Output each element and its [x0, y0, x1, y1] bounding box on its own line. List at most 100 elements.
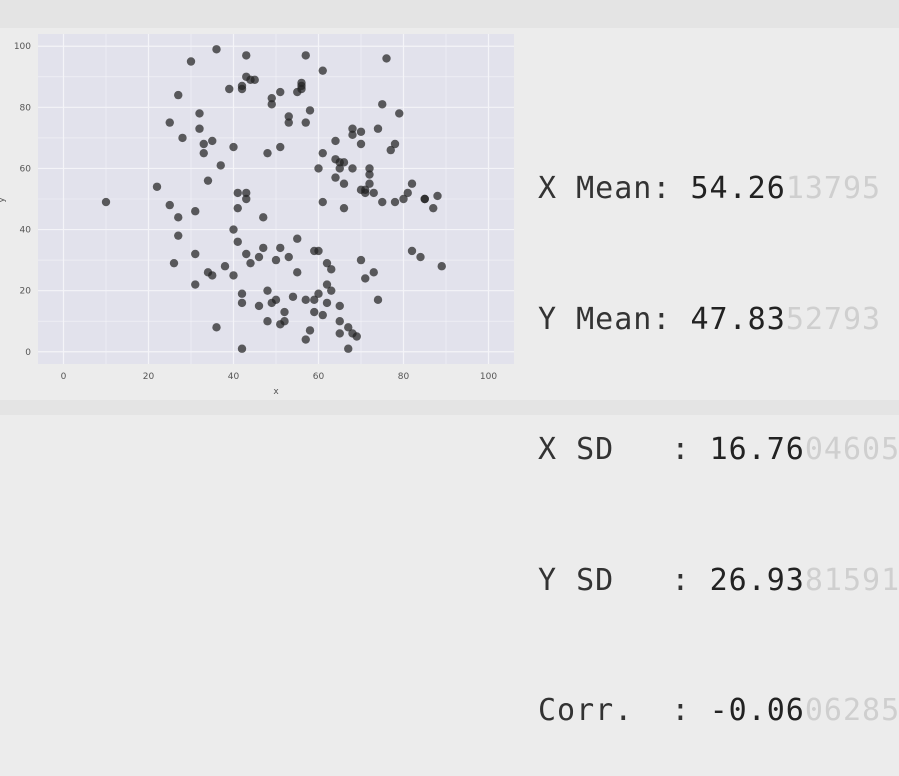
data-points: [101, 45, 446, 353]
scatter-point: [178, 133, 187, 143]
scatter-point: [361, 188, 370, 198]
scatter-point: [382, 54, 391, 63]
scatter-point: [267, 100, 276, 109]
scatter-point: [284, 112, 293, 121]
scatter-point: [420, 194, 429, 204]
x-tick-label: 100: [480, 372, 497, 382]
scatter-point: [174, 213, 183, 222]
scatter-point: [174, 90, 183, 100]
scatter-point: [437, 262, 446, 271]
scatter-point: [407, 179, 417, 188]
scatter-point: [237, 81, 247, 91]
stat-value-extra-digits: 52793: [785, 301, 882, 337]
scatter-point: [237, 289, 247, 298]
y-tick-label: 60: [20, 164, 32, 174]
stat-label: X Mean:: [538, 171, 691, 206]
scatter-point: [191, 249, 200, 259]
y-tick-label: 0: [25, 348, 31, 358]
scatter-point: [344, 344, 353, 353]
scatter-point: [250, 75, 259, 85]
stat-value: 54.26: [690, 171, 786, 206]
stat-value: -0.06: [709, 693, 805, 728]
scatter-point: [356, 255, 366, 265]
scatter-point: [229, 271, 238, 280]
y-tick-labels: 0 20 40 60 80 100: [14, 42, 31, 358]
scatter-point: [220, 262, 230, 271]
stat-label: X SD :: [538, 432, 710, 467]
scatter-point: [318, 66, 327, 75]
scatter-point: [335, 317, 344, 326]
scatter-point: [339, 203, 349, 213]
scatter-point: [203, 176, 213, 185]
scatter-point: [276, 142, 285, 152]
scatter-point: [339, 179, 349, 188]
scatter-point: [263, 317, 272, 326]
scatter-point: [301, 51, 310, 60]
stat-correlation: Corr. : -0.0606285: [538, 689, 899, 733]
x-tick-label: 60: [313, 372, 325, 382]
scatter-point: [280, 317, 289, 326]
summary-statistics: X Mean: 54.2613795 Y Mean: 47.8352793 X …: [538, 80, 899, 776]
scatter-point: [242, 188, 251, 198]
scatter-point: [318, 197, 327, 207]
scatter-point: [267, 93, 276, 103]
scatter-point: [254, 301, 264, 311]
scatter-point: [237, 344, 247, 353]
scatter-point: [280, 307, 289, 317]
scatter-point: [271, 295, 281, 305]
stat-value: 26.93: [709, 562, 805, 598]
scatter-point: [322, 298, 332, 308]
scatter-point: [305, 326, 315, 335]
scatter-point: [297, 78, 306, 88]
scatter-point: [152, 182, 162, 191]
x-tick-labels: 0 20 40 60 80 100: [61, 372, 498, 382]
scatter-point: [254, 252, 264, 262]
scatter-point: [390, 197, 400, 207]
scatter-point: [229, 225, 238, 234]
scatter-point: [271, 255, 281, 265]
scatter-point: [301, 335, 310, 344]
scatter-point: [365, 179, 374, 188]
scatter-point: [199, 139, 208, 149]
scatter-point: [199, 148, 208, 158]
scatter-point: [165, 200, 174, 210]
scatter-point: [369, 188, 378, 198]
scatter-point: [263, 286, 272, 295]
scatter-point: [310, 295, 319, 305]
scatter-point: [195, 109, 204, 118]
x-tick-label: 80: [398, 372, 410, 382]
scatter-point: [314, 164, 323, 173]
top-band: [0, 0, 899, 28]
scatter-point: [403, 188, 412, 198]
scatter-point: [344, 323, 353, 332]
scatter-point: [301, 295, 310, 305]
scatter-chart: 0 20 40 60 80 100 0 20 40 60 80 100 x y: [0, 34, 514, 397]
stat-value-extra-digits: 13795: [785, 171, 882, 206]
y-tick-label: 20: [20, 287, 32, 297]
scatter-point: [293, 268, 302, 277]
scatter-point: [348, 124, 357, 133]
stat-label: Corr. :: [538, 693, 710, 728]
bottom-band: [0, 400, 899, 415]
scatter-point: [297, 84, 306, 94]
scatter-point: [225, 84, 234, 94]
scatter-point: [242, 249, 251, 259]
scatter-point: [305, 106, 315, 115]
scatter-point: [327, 265, 336, 274]
scatter-point: [335, 164, 344, 173]
y-tick-label: 100: [14, 42, 31, 52]
scatter-point: [395, 109, 404, 118]
scatter-point: [246, 258, 255, 268]
scatter-point: [318, 310, 327, 320]
scatter-point: [259, 243, 268, 253]
scatter-point: [348, 164, 357, 173]
scatter-point: [322, 280, 332, 289]
scatter-point: [233, 188, 242, 198]
scatter-point: [242, 51, 251, 60]
stat-label: Y Mean:: [538, 301, 691, 337]
scatter-point: [276, 243, 285, 253]
scatter-point: [310, 307, 319, 317]
scatter-point: [390, 139, 400, 149]
scatter-point: [365, 164, 374, 173]
scatter-point: [429, 203, 438, 213]
